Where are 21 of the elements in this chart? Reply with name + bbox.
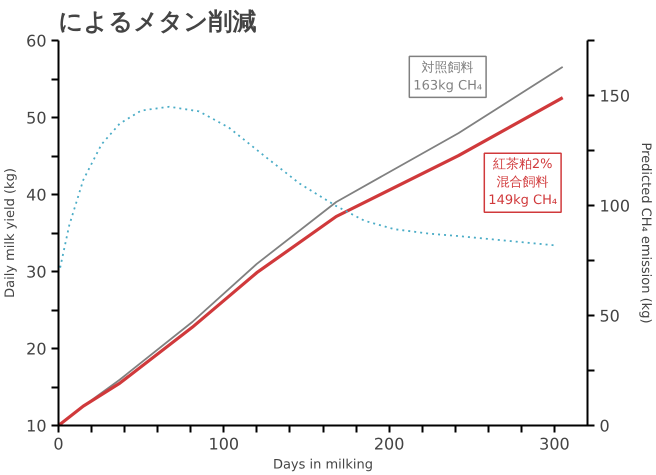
y-tick-label: 60: [26, 32, 46, 50]
x-tick-label: 200: [374, 434, 404, 454]
y2-tick-label: 150: [600, 86, 630, 106]
y2-tick-label: 100: [600, 196, 630, 216]
y-tick-label: 40: [26, 186, 46, 204]
series-label: 対照飼料 163kg CH₄: [413, 59, 482, 94]
y-tick-label: 20: [26, 340, 46, 358]
line-series: [59, 106, 556, 269]
y-tick-label: 50: [26, 108, 46, 128]
y-tick-label: 30: [26, 262, 46, 282]
y-tick-label: 10: [26, 416, 46, 436]
x-tick-label: 100: [208, 434, 240, 454]
chart-title: によるメタン削減: [58, 8, 256, 36]
x-axis-title: Days in milking: [272, 458, 374, 472]
y2-axis-title: Predicted CH₄ emission (kg): [638, 142, 654, 324]
x-tick-label: 0: [53, 434, 64, 454]
x-tick-label: 300: [539, 434, 570, 454]
y2-tick-label: 50: [600, 306, 620, 326]
series-label: 紅茶粕2% 混合飼料 149kg CH₄: [488, 157, 558, 208]
y2-tick-label: 0: [600, 416, 610, 436]
y-axis-title: Daily milk yield (kg): [3, 168, 18, 298]
